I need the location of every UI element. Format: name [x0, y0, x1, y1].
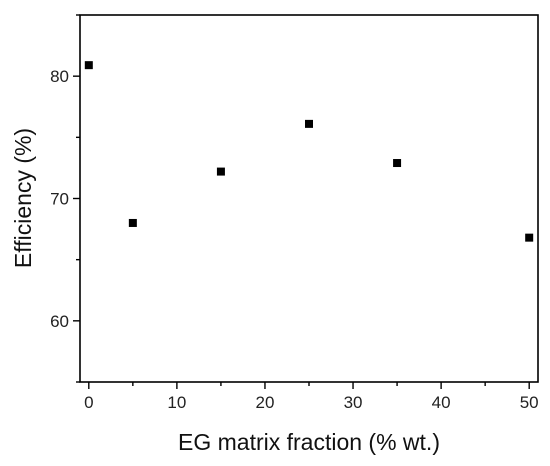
data-point [84, 61, 93, 70]
data-point [525, 233, 534, 242]
data-points [84, 61, 534, 242]
y-tick-label: 80 [50, 67, 69, 86]
x-tick-label: 50 [520, 393, 539, 412]
data-point [393, 159, 402, 168]
y-tick-label: 60 [50, 312, 69, 331]
x-tick-label: 30 [344, 393, 363, 412]
y-axis-title: Efficiency (%) [10, 128, 36, 268]
x-tick-label: 20 [256, 393, 275, 412]
x-tick-label: 10 [167, 393, 186, 412]
y-axis-ticks [73, 14, 80, 383]
plot-frame [79, 14, 539, 383]
plot-area-border [79, 14, 539, 383]
data-point [305, 119, 313, 128]
y-tick-label: 70 [50, 190, 69, 209]
x-axis-tick-labels: 0 10 20 30 40 50 [84, 393, 539, 412]
y-axis-tick-labels: 60 70 80 [50, 67, 69, 331]
x-tick-label: 40 [432, 393, 451, 412]
x-axis-ticks [88, 382, 530, 389]
data-point [216, 167, 225, 176]
x-axis-title: EG matrix fraction (% wt.) [178, 429, 440, 455]
x-tick-label: 0 [84, 393, 93, 412]
data-point [128, 218, 137, 227]
